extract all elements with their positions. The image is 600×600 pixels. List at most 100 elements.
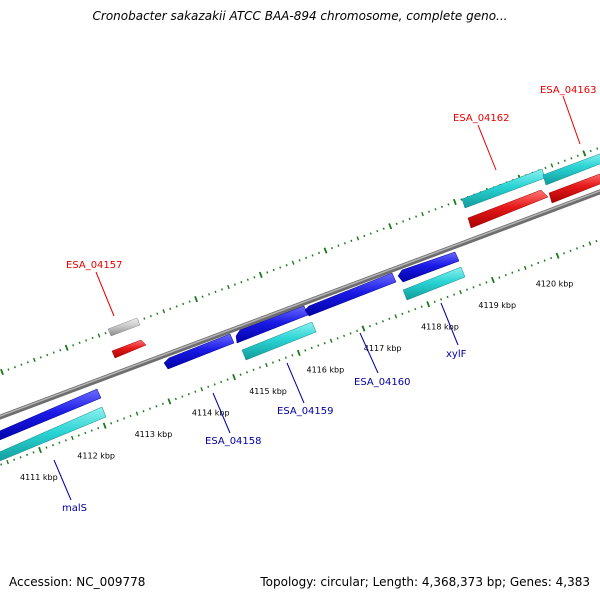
inner-tick — [336, 337, 339, 340]
outer-tick — [440, 205, 443, 209]
backbone-highlight — [0, 190, 600, 417]
inner-tick — [174, 397, 177, 401]
gene-label-esa-04162[interactable]: ESA_04162 — [453, 113, 510, 124]
outer-tick — [408, 217, 411, 221]
outer-tick — [298, 259, 301, 262]
outer-tick — [330, 246, 333, 250]
outer-tick — [240, 280, 243, 284]
label-leaders — [53, 95, 581, 501]
inner-tick — [485, 281, 488, 284]
cds-bar-esa-04163[interactable] — [548, 172, 600, 204]
inner-tick — [265, 362, 268, 368]
inner-tick — [588, 241, 592, 246]
outer-tick — [233, 283, 236, 286]
gene-bar-mals[interactable] — [0, 406, 107, 463]
tick-label: 4117 kbp — [364, 344, 402, 353]
cds-bar-mals[interactable] — [0, 388, 102, 442]
inner-tick — [19, 456, 22, 459]
inner-tick — [129, 414, 132, 418]
cds-bar-esa-04162[interactable] — [467, 189, 549, 229]
outer-tick — [182, 302, 185, 306]
inner-tick — [246, 371, 249, 374]
inner-tick — [356, 329, 359, 333]
inner-tick — [349, 332, 352, 335]
outer-tick — [434, 208, 437, 211]
inner-tick — [13, 458, 16, 461]
gene-bar-esa-04157[interactable] — [107, 317, 141, 337]
outer-tick — [39, 356, 42, 359]
outer-tick — [97, 333, 101, 338]
gene-bar-esa-04159[interactable] — [241, 321, 317, 361]
gene-label-mals[interactable]: malS — [62, 503, 87, 514]
outer-tick — [285, 263, 288, 267]
inner-tick — [110, 422, 113, 425]
gene-label-esa-04159[interactable]: ESA_04159 — [277, 406, 334, 417]
inner-tick — [181, 395, 184, 398]
gene-label-esa-04158[interactable]: ESA_04158 — [205, 436, 262, 447]
inner-tick — [232, 374, 236, 381]
outer-tick — [26, 361, 29, 364]
outer-tick — [311, 254, 314, 257]
gene-bar-xylf[interactable] — [402, 266, 466, 301]
gene-label-esa-04163[interactable]: ESA_04163 — [540, 85, 597, 96]
inner-tick — [388, 317, 391, 321]
leader-esa-04163 — [562, 95, 581, 145]
outer-tick — [7, 368, 10, 371]
outer-tick — [272, 268, 275, 272]
outer-tick — [52, 351, 55, 354]
leader-xylf — [440, 302, 459, 346]
cds-bar-esa-04158[interactable] — [163, 333, 235, 370]
outer-tick — [72, 344, 75, 347]
outer-tick — [323, 247, 328, 254]
outer-tick — [162, 309, 166, 314]
tick-row-inner — [0, 239, 598, 466]
tick-label: 4111 kbp — [20, 473, 58, 482]
cds-bar-esa-04159[interactable] — [235, 305, 309, 344]
inner-tick — [498, 276, 501, 279]
gene-label-esa-04160[interactable]: ESA_04160 — [354, 377, 411, 388]
outer-tick — [350, 239, 353, 243]
inner-tick — [459, 290, 462, 295]
cds-bar-xylf[interactable] — [397, 251, 460, 283]
inner-tick — [323, 341, 326, 345]
inner-tick — [329, 338, 333, 343]
inner-tick — [453, 293, 456, 296]
inner-tick — [291, 354, 294, 357]
outer-tick — [85, 339, 88, 342]
inner-tick — [207, 385, 210, 389]
inner-tick — [569, 249, 572, 253]
inner-tick — [394, 314, 398, 319]
gene-bar-esa-04163[interactable] — [542, 152, 600, 186]
inner-tick — [414, 307, 417, 311]
inner-tick — [407, 310, 410, 313]
inner-tick — [226, 378, 229, 381]
inner-tick — [102, 422, 107, 429]
leader-esa-04158 — [212, 392, 231, 434]
inner-tick — [523, 265, 527, 270]
outer-tick — [20, 363, 23, 366]
gene-label-xylf[interactable]: xylF — [446, 349, 467, 360]
outer-tick — [32, 357, 36, 362]
cds-bar-esa-04157[interactable] — [111, 339, 147, 359]
inner-tick — [278, 358, 281, 362]
inner-tick — [187, 392, 190, 396]
inner-tick — [90, 429, 93, 432]
inner-tick — [38, 446, 42, 454]
outer-tick — [188, 300, 191, 303]
outer-tick — [208, 293, 211, 296]
cds-bar-esa-04160[interactable] — [304, 272, 397, 317]
inner-tick — [239, 373, 242, 376]
gene-label-esa-04157[interactable]: ESA_04157 — [66, 260, 123, 271]
inner-tick — [426, 301, 431, 308]
outer-tick — [253, 276, 256, 279]
inner-tick — [530, 264, 533, 267]
inner-tick — [491, 276, 495, 284]
inner-tick — [26, 453, 29, 457]
outer-tick — [453, 198, 457, 206]
inner-tick — [304, 349, 307, 352]
inner-tick — [440, 298, 443, 301]
outer-tick — [596, 147, 599, 150]
outer-tick — [402, 220, 405, 223]
inner-tick — [563, 252, 566, 255]
